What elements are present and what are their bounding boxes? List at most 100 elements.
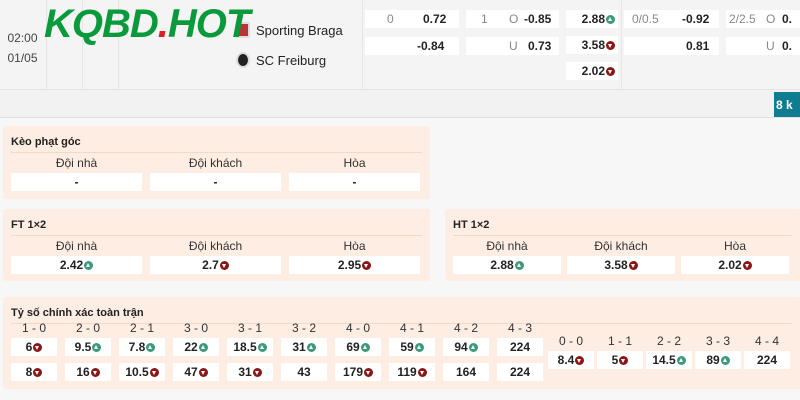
line: 1 [481,12,488,26]
value-text: 2.02 [718,258,742,272]
value-text: 2 - 2 [656,334,681,348]
column-header: Đội nhà [11,156,142,170]
score-odd[interactable]: 18.5 [227,338,273,356]
score-odd[interactable]: 164 [443,363,489,381]
odd-cell[interactable]: 2.95 [289,256,420,274]
ou-ht-over[interactable]: 2/2.5 O 0. [726,10,800,28]
score-odd[interactable]: 69 [335,338,381,356]
arrow-up-icon [84,261,94,270]
score-odd[interactable]: 6 [11,338,57,356]
value-text: Hòa [343,156,366,170]
score-odd[interactable]: 9.5 [65,338,111,356]
score-odd[interactable]: 94 [443,338,489,356]
arrow-down-icon [149,368,159,377]
score-odd[interactable]: 59 [389,338,435,356]
odd-cell[interactable]: 2.88 [453,256,561,274]
x12-odd[interactable]: 3.58 [566,36,618,54]
line: 0 [387,12,394,26]
arrow-down-icon [417,368,427,377]
score-label: 4 - 4 [744,334,790,348]
odd-cell[interactable]: - [150,173,281,191]
score-odd[interactable]: 14.5 [646,351,692,369]
arrow-up-icon [606,15,615,24]
arrow-down-icon [362,261,372,270]
arrow-up-icon [306,343,316,352]
arrow-down-icon [606,67,615,76]
ou-ft-under[interactable]: U 0.73 [466,37,559,55]
ou-ht-under[interactable]: U 0. [726,37,800,55]
column-header: Hòa [289,156,420,170]
x12-odd[interactable]: 2.02 [566,62,618,80]
value-text: 6 [25,340,33,354]
score-odd[interactable]: 31 [281,338,327,356]
value-text: 2.88 [490,258,514,272]
score-label: 2 - 0 [65,321,111,335]
value-text: 31 [238,365,252,379]
value-text: 4 - 3 [507,321,532,335]
score-odd[interactable]: 179 [335,363,381,381]
correct-score-panel: Tỷ số chính xác toàn trận 1 - 0 6 8 2 - 0 9.… [3,297,800,389]
value-text: 8 [25,365,33,379]
hdp-ft-home[interactable]: 0 0.72 [365,10,459,28]
value-text: 8.4 [557,353,575,367]
score-odd[interactable]: 224 [497,338,543,356]
away-team[interactable]: SC Freiburg [236,52,326,68]
column-header: Đội khách [567,239,675,253]
team-crest-icon [236,22,250,38]
column-header: Hòa [681,239,789,253]
column-header: Đội nhà [453,239,561,253]
value-text: Đội nhà [55,156,98,170]
match-time: 02:00 01/05 [0,28,45,68]
value-text: 47 [184,365,198,379]
value-text: 10.5 [125,365,149,379]
arrow-down-icon [219,261,229,270]
x12-odd[interactable]: 2.88 [566,10,618,28]
value-text: 3 - 3 [705,334,730,348]
score-label: 4 - 0 [335,321,381,335]
score-odd[interactable]: 119 [389,363,435,381]
arrow-down-icon [90,368,100,377]
score-label: 2 - 2 [646,334,692,348]
score-odd[interactable]: 47 [173,363,219,381]
arrow-up-icon [468,343,478,352]
odd-cell[interactable]: - [11,173,142,191]
value-text: 3 - 1 [237,321,262,335]
score-odd[interactable]: 8 [11,363,57,381]
score-odd[interactable]: 5 [597,351,643,369]
odd-cell[interactable]: 2.42 [11,256,142,274]
value-text: 3.58 [581,38,605,52]
odd-cell[interactable]: 3.58 [567,256,675,274]
more-markets-button[interactable]: 8 k [774,92,800,117]
score-odd[interactable]: 8.4 [548,351,594,369]
score-odd[interactable]: 224 [744,351,790,369]
value-text: 5 [611,353,619,367]
arrow-up-icon [146,343,156,352]
hdp-ht-home[interactable]: 0/0.5 -0.92 [624,10,719,28]
hdp-ft-away[interactable]: -0.84 [365,37,459,55]
score-label: 4 - 3 [497,321,543,335]
value-text: 59 [400,340,414,354]
divider [11,235,422,236]
value-text: 69 [346,340,360,354]
ou-ft-over[interactable]: 1 O -0.85 [466,10,559,28]
odd-cell[interactable]: 2.7 [150,256,281,274]
arrow-down-icon [628,261,638,270]
value-text: 2 - 1 [129,321,154,335]
score-odd[interactable]: 89 [695,351,741,369]
score-odd[interactable]: 22 [173,338,219,356]
score-odd[interactable]: 10.5 [119,363,165,381]
score-odd[interactable]: 43 [281,363,327,381]
score-odd[interactable]: 16 [65,363,111,381]
home-team[interactable]: Sporting Braga [236,22,343,38]
value-text: Đội nhà [486,239,528,253]
odd-cell[interactable]: 2.02 [681,256,789,274]
score-odd[interactable]: 7.8 [119,338,165,356]
score-label: 3 - 0 [173,321,219,335]
arrow-up-icon [676,356,686,365]
hdp-ht-away[interactable]: 0.81 [624,37,719,55]
score-odd[interactable]: 31 [227,363,273,381]
score-odd[interactable]: 224 [497,363,543,381]
value-text: 119 [397,365,417,379]
odd-cell[interactable]: - [289,173,420,191]
divider [11,323,792,324]
